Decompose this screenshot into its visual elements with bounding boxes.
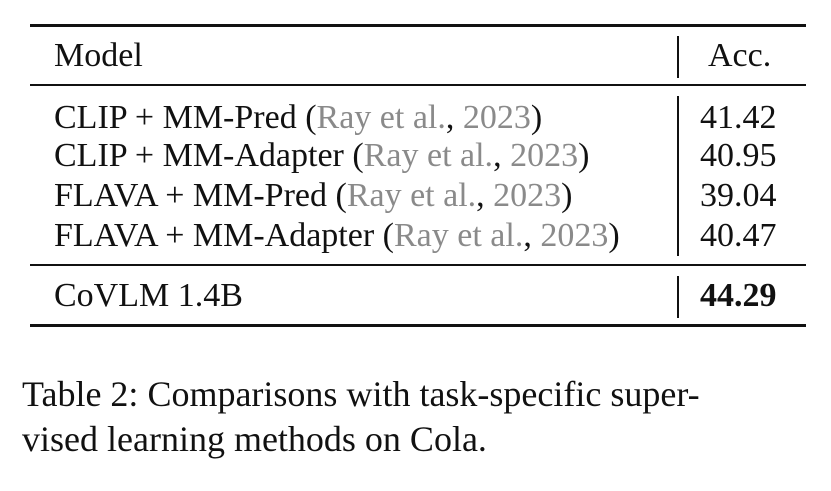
header-separator-rule — [30, 84, 806, 86]
citation-link[interactable]: Ray et al. — [394, 217, 524, 254]
header-model: Model — [54, 37, 143, 74]
final-row-separator-rule — [30, 264, 806, 266]
table-row-model: CLIP + MM-Pred (Ray et al., 2023) — [54, 99, 543, 136]
table-caption: Table 2: Comparisons with task-specific … — [22, 372, 810, 462]
citation-year-link[interactable]: 2023 — [540, 217, 609, 254]
table-row-accuracy: 41.42 — [700, 99, 777, 136]
model-name: CLIP + MM-Adapter — [54, 137, 344, 174]
column-separator — [677, 36, 679, 78]
citation-year-link[interactable]: 2023 — [462, 99, 531, 136]
table-row-model: CLIP + MM-Adapter (Ray et al., 2023) — [54, 137, 590, 174]
table-bottom-rule — [30, 324, 806, 327]
table-row-accuracy: 39.04 — [700, 177, 777, 214]
table-top-rule — [30, 24, 806, 27]
model-name: CLIP + MM-Pred — [54, 99, 297, 136]
model-name: FLAVA + MM-Adapter — [54, 217, 375, 254]
citation-link[interactable]: Ray et al. — [316, 99, 446, 136]
final-row-model: CoVLM 1.4B — [54, 277, 243, 314]
final-row-accuracy: 44.29 — [700, 277, 777, 314]
column-separator — [677, 276, 679, 318]
table-row-model: FLAVA + MM-Pred (Ray et al., 2023) — [54, 177, 573, 214]
table-row-accuracy: 40.95 — [700, 137, 777, 174]
caption-line: vised learning methods on Cola. — [22, 419, 487, 459]
citation-link[interactable]: Ray et al. — [363, 137, 494, 174]
citation-link[interactable]: Ray et al. — [346, 177, 477, 214]
column-separator — [677, 96, 679, 256]
header-accuracy: Acc. — [708, 37, 772, 74]
citation-year-link[interactable]: 2023 — [510, 137, 579, 174]
caption-line: Table 2: Comparisons with task-specific … — [22, 374, 700, 414]
model-name: FLAVA + MM-Pred — [54, 177, 327, 214]
table-row-model: FLAVA + MM-Adapter (Ray et al., 2023) — [54, 217, 620, 254]
citation-year-link[interactable]: 2023 — [493, 177, 562, 214]
table-row-accuracy: 40.47 — [700, 217, 777, 254]
